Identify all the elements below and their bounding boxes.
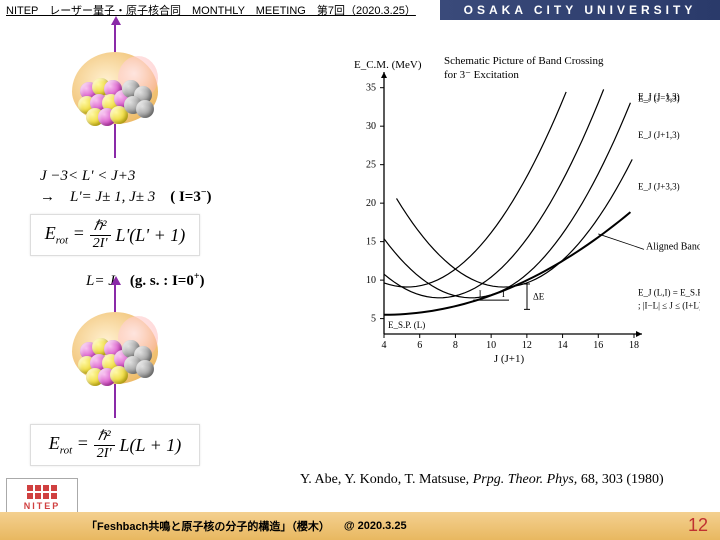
svg-text:Schematic Picture of Band Cros: Schematic Picture of Band Crossing bbox=[444, 55, 604, 67]
logo-text: NITEP bbox=[24, 501, 61, 511]
slide-header: NITEP レーザー量子・原子核合同 MONTHLY MEETING 第7回（2… bbox=[0, 0, 720, 20]
svg-text:; |I−L| ≤ J ≤ (I+L): ; |I−L| ≤ J ≤ (I+L) bbox=[638, 301, 700, 311]
svg-text:E_S.P. (L): E_S.P. (L) bbox=[388, 320, 425, 330]
svg-text:E_J (J+3,3): E_J (J+3,3) bbox=[638, 181, 680, 191]
svg-text:18: 18 bbox=[629, 340, 639, 351]
svg-text:E_C.M. (MeV): E_C.M. (MeV) bbox=[354, 59, 422, 71]
svg-text:E_J (L,I) = E_S.P. (L) + ΔE: E_J (L,I) = E_S.P. (L) + ΔE bbox=[638, 288, 700, 298]
svg-text:E_J (J+1,3): E_J (J+1,3) bbox=[638, 130, 680, 140]
svg-text:30: 30 bbox=[366, 121, 376, 132]
svg-text:35: 35 bbox=[366, 83, 376, 94]
range-line1: J −3< L' < J+3 bbox=[40, 166, 212, 186]
svg-text:8: 8 bbox=[453, 340, 458, 351]
svg-text:J (J+1): J (J+1) bbox=[494, 353, 525, 365]
svg-text:10: 10 bbox=[366, 275, 376, 286]
footer-title: 「Feshbach共鳴と原子核の分子的構造」（櫻木） bbox=[86, 518, 330, 534]
svg-text:4: 4 bbox=[382, 340, 387, 351]
svg-text:25: 25 bbox=[366, 160, 376, 171]
nucleon bbox=[136, 360, 154, 378]
svg-text:ΔE: ΔE bbox=[533, 292, 545, 302]
svg-text:10: 10 bbox=[486, 340, 496, 351]
header-right-text: OSAKA CITY UNIVERSITY bbox=[440, 0, 720, 20]
band-crossing-schematic: 4 6 8 10 12 14 16 18 5 10 15 20 25 30 35 E_C.M. (MeV) J … bbox=[340, 42, 700, 372]
slide-footer: 「Feshbach共鳴と原子核の分子的構造」（櫻木） @ 2020.3.25 1… bbox=[0, 512, 720, 540]
logo-dots bbox=[27, 485, 57, 499]
svg-text:14: 14 bbox=[558, 340, 568, 351]
svg-text:20: 20 bbox=[366, 198, 376, 209]
nucleus-diagram-excited bbox=[60, 26, 170, 156]
footer-date: @ 2020.3.25 bbox=[344, 520, 407, 532]
svg-text:for 3⁻ Excitation: for 3⁻ Excitation bbox=[444, 69, 519, 81]
svg-text:16: 16 bbox=[593, 340, 603, 351]
svg-text:15: 15 bbox=[366, 237, 376, 248]
page-number: 12 bbox=[688, 515, 708, 536]
svg-text:12: 12 bbox=[522, 340, 532, 351]
svg-text:6: 6 bbox=[417, 340, 422, 351]
svg-text:Aligned Band: Aligned Band bbox=[646, 241, 700, 252]
svg-text:E_J (J−3,3): E_J (J−3,3) bbox=[638, 93, 680, 103]
rotational-energy-formula: Erot = ℏ²2I' L(L + 1) bbox=[30, 424, 200, 466]
svg-text:I: I bbox=[502, 289, 505, 299]
angular-momentum-range: J −3< L' < J+3 → L'= J± 1, J± 3 ( I=3−) bbox=[40, 166, 212, 208]
nucleon bbox=[136, 100, 154, 118]
svg-text:I: I bbox=[479, 289, 482, 299]
nucleus-diagram-ground bbox=[60, 286, 170, 416]
range-line2: → L'= J± 1, J± 3 ( I=3−) bbox=[40, 186, 212, 207]
citation: Y. Abe, Y. Kondo, T. Matsuse, Prpg. Theo… bbox=[300, 472, 664, 488]
svg-text:5: 5 bbox=[371, 314, 376, 325]
header-left-text: NITEP レーザー量子・原子核合同 MONTHLY MEETING 第7回（2… bbox=[0, 2, 440, 18]
rotational-energy-formula-prime: Erot = ℏ²2I' L'(L' + 1) bbox=[30, 214, 200, 256]
slide-content: J −3< L' < J+3 → L'= J± 1, J± 3 ( I=3−) … bbox=[0, 22, 720, 492]
